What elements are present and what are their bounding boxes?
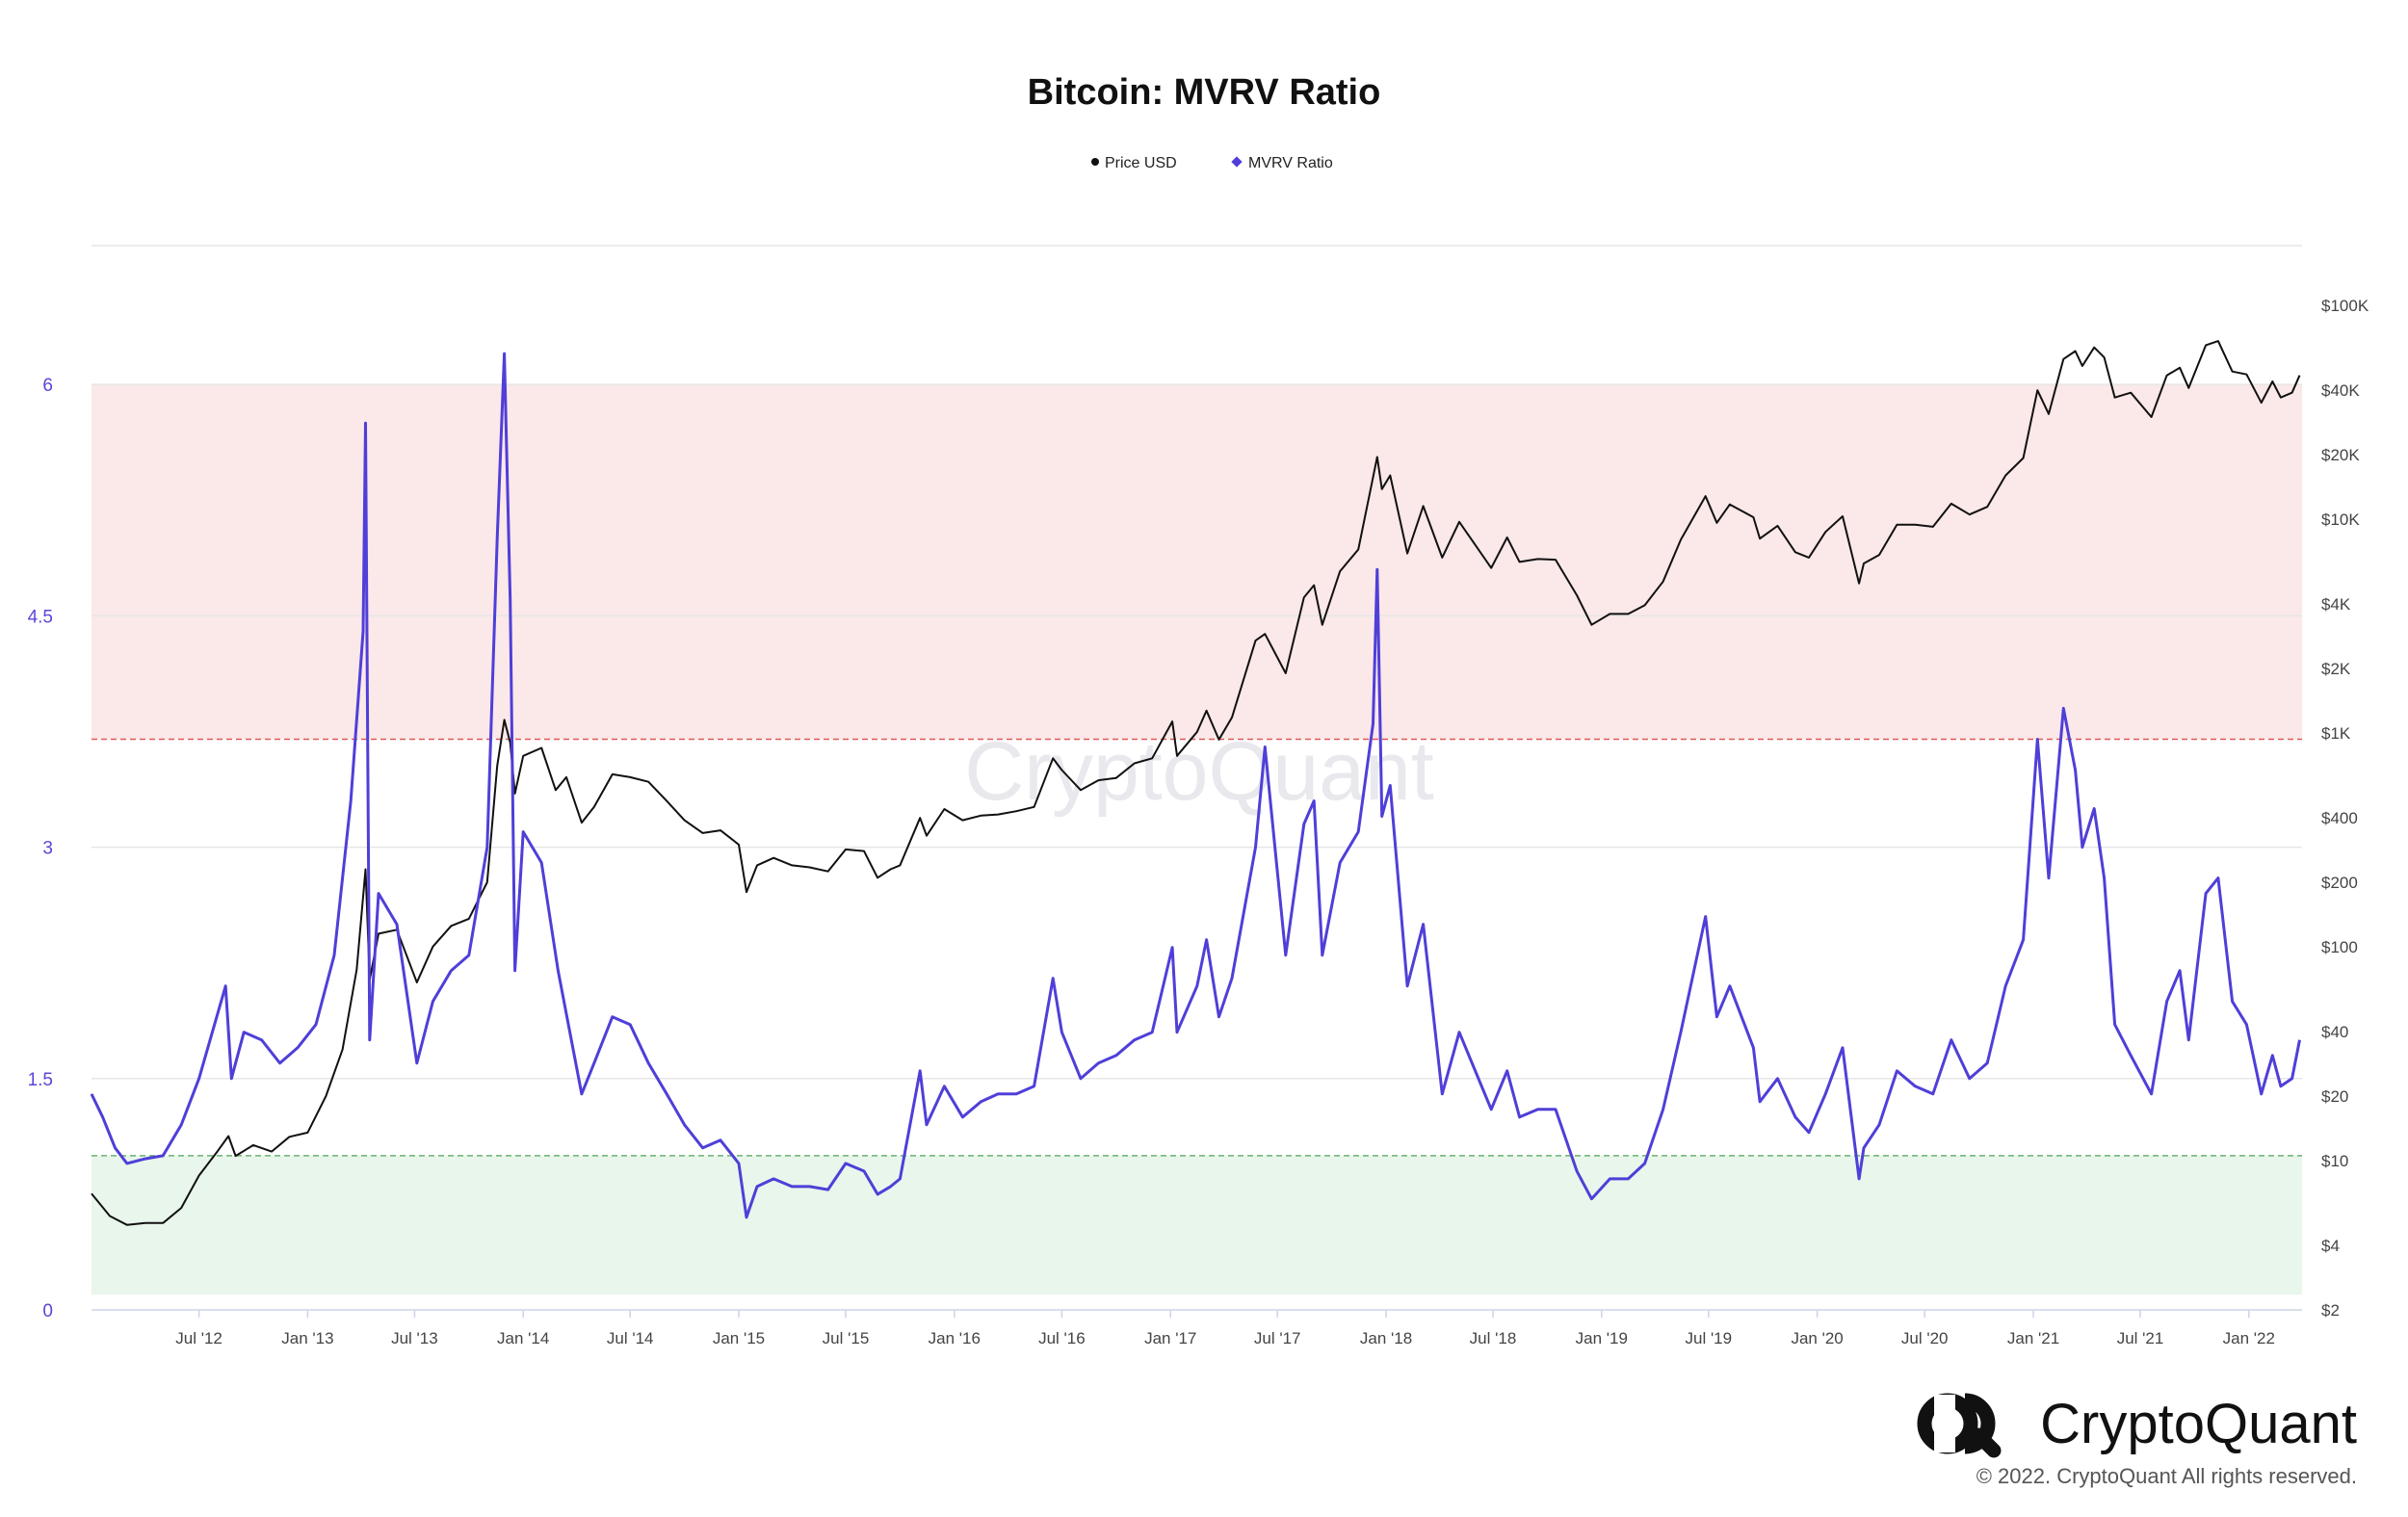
right-tick-label: $40 — [2321, 1023, 2348, 1041]
x-tick-label: Jan '18 — [1360, 1329, 1412, 1347]
x-tick-label: Jul '12 — [175, 1329, 222, 1347]
x-tick-label: Jul '17 — [1254, 1329, 1301, 1347]
x-tick-label: Jul '18 — [1470, 1329, 1517, 1347]
right-tick-label: $10K — [2321, 510, 2360, 529]
legend-mvrv-marker — [1231, 156, 1243, 168]
legend-item-price[interactable]: Price USD — [1091, 155, 1177, 171]
right-tick-label: $10 — [2321, 1152, 2348, 1170]
right-tick-label: $20 — [2321, 1087, 2348, 1106]
legend-price-label: Price USD — [1105, 155, 1177, 171]
right-tick-label: $200 — [2321, 874, 2358, 892]
grid-layer — [92, 245, 2302, 1080]
left-tick-label: 3 — [42, 839, 53, 859]
x-tick-label: Jul '21 — [2117, 1329, 2164, 1347]
x-tick-label: Jan '20 — [1791, 1329, 1843, 1347]
brand-block: CryptoQuant © 2022. CryptoQuant All righ… — [1917, 1393, 2357, 1488]
x-tick-label: Jul '16 — [1038, 1329, 1086, 1347]
right-tick-label: $100 — [2321, 938, 2358, 956]
left-tick-label: 4.5 — [28, 607, 53, 627]
axes-layer: 0 1.5 3 4.5 6 $2 $4 $10 $20 $40 $100 $200 $400 $1K $2K… — [28, 297, 2369, 1347]
x-tick-label: Jan '14 — [497, 1329, 549, 1347]
brand-name: CryptoQuant — [2040, 1393, 2357, 1455]
right-tick-label: $4 — [2321, 1237, 2340, 1255]
left-tick-label: 1.5 — [28, 1070, 53, 1090]
legend-price-marker — [1091, 158, 1099, 166]
x-tick-label: Jan '16 — [929, 1329, 981, 1347]
copyright-notice: © 2022. CryptoQuant All rights reserved. — [1976, 1464, 2357, 1488]
right-tick-label: $40K — [2321, 381, 2360, 400]
right-tick-label: $20K — [2321, 446, 2360, 464]
left-tick-label: 6 — [42, 376, 53, 396]
x-tick-label: Jul '15 — [823, 1329, 870, 1347]
x-tick-label: Jul '14 — [607, 1329, 654, 1347]
x-tick-label: Jul '13 — [391, 1329, 438, 1347]
x-tick-label: Jan '22 — [2223, 1329, 2275, 1347]
x-tick-label: Jan '21 — [2007, 1329, 2059, 1347]
band-high — [92, 384, 2302, 740]
left-tick-label: 0 — [42, 1301, 53, 1321]
legend-item-mvrv[interactable]: MVRV Ratio — [1231, 155, 1333, 171]
x-tick-label: Jul '19 — [1685, 1329, 1732, 1347]
right-tick-label: $2 — [2321, 1301, 2340, 1320]
chart-title: Bitcoin: MVRV Ratio — [1028, 72, 1381, 113]
watermark-layer: CryptoQuant — [964, 725, 1434, 818]
x-tick-label: Jan '15 — [713, 1329, 765, 1347]
watermark-text: CryptoQuant — [964, 725, 1434, 818]
right-tick-label: $400 — [2321, 809, 2358, 827]
band-layer — [92, 384, 2302, 1295]
right-tick-label: $2K — [2321, 660, 2351, 678]
right-tick-label: $1K — [2321, 724, 2351, 743]
price-usd-line — [91, 340, 2301, 1226]
cryptoquant-logo-icon — [1917, 1393, 2002, 1458]
legend-mvrv-label: MVRV Ratio — [1248, 155, 1333, 171]
x-tick-label: Jan '13 — [281, 1329, 333, 1347]
x-tick-label: Jul '20 — [1901, 1329, 1949, 1347]
legend: Price USD MVRV Ratio — [1091, 155, 1333, 171]
mvrv-ratio-line — [90, 352, 2301, 1219]
right-tick-label: $100K — [2321, 297, 2369, 315]
band-low — [92, 1155, 2302, 1295]
x-tick-label: Jan '19 — [1576, 1329, 1628, 1347]
series-layer — [90, 340, 2301, 1226]
right-tick-label: $4K — [2321, 595, 2351, 614]
x-tick-label: Jan '17 — [1144, 1329, 1196, 1347]
